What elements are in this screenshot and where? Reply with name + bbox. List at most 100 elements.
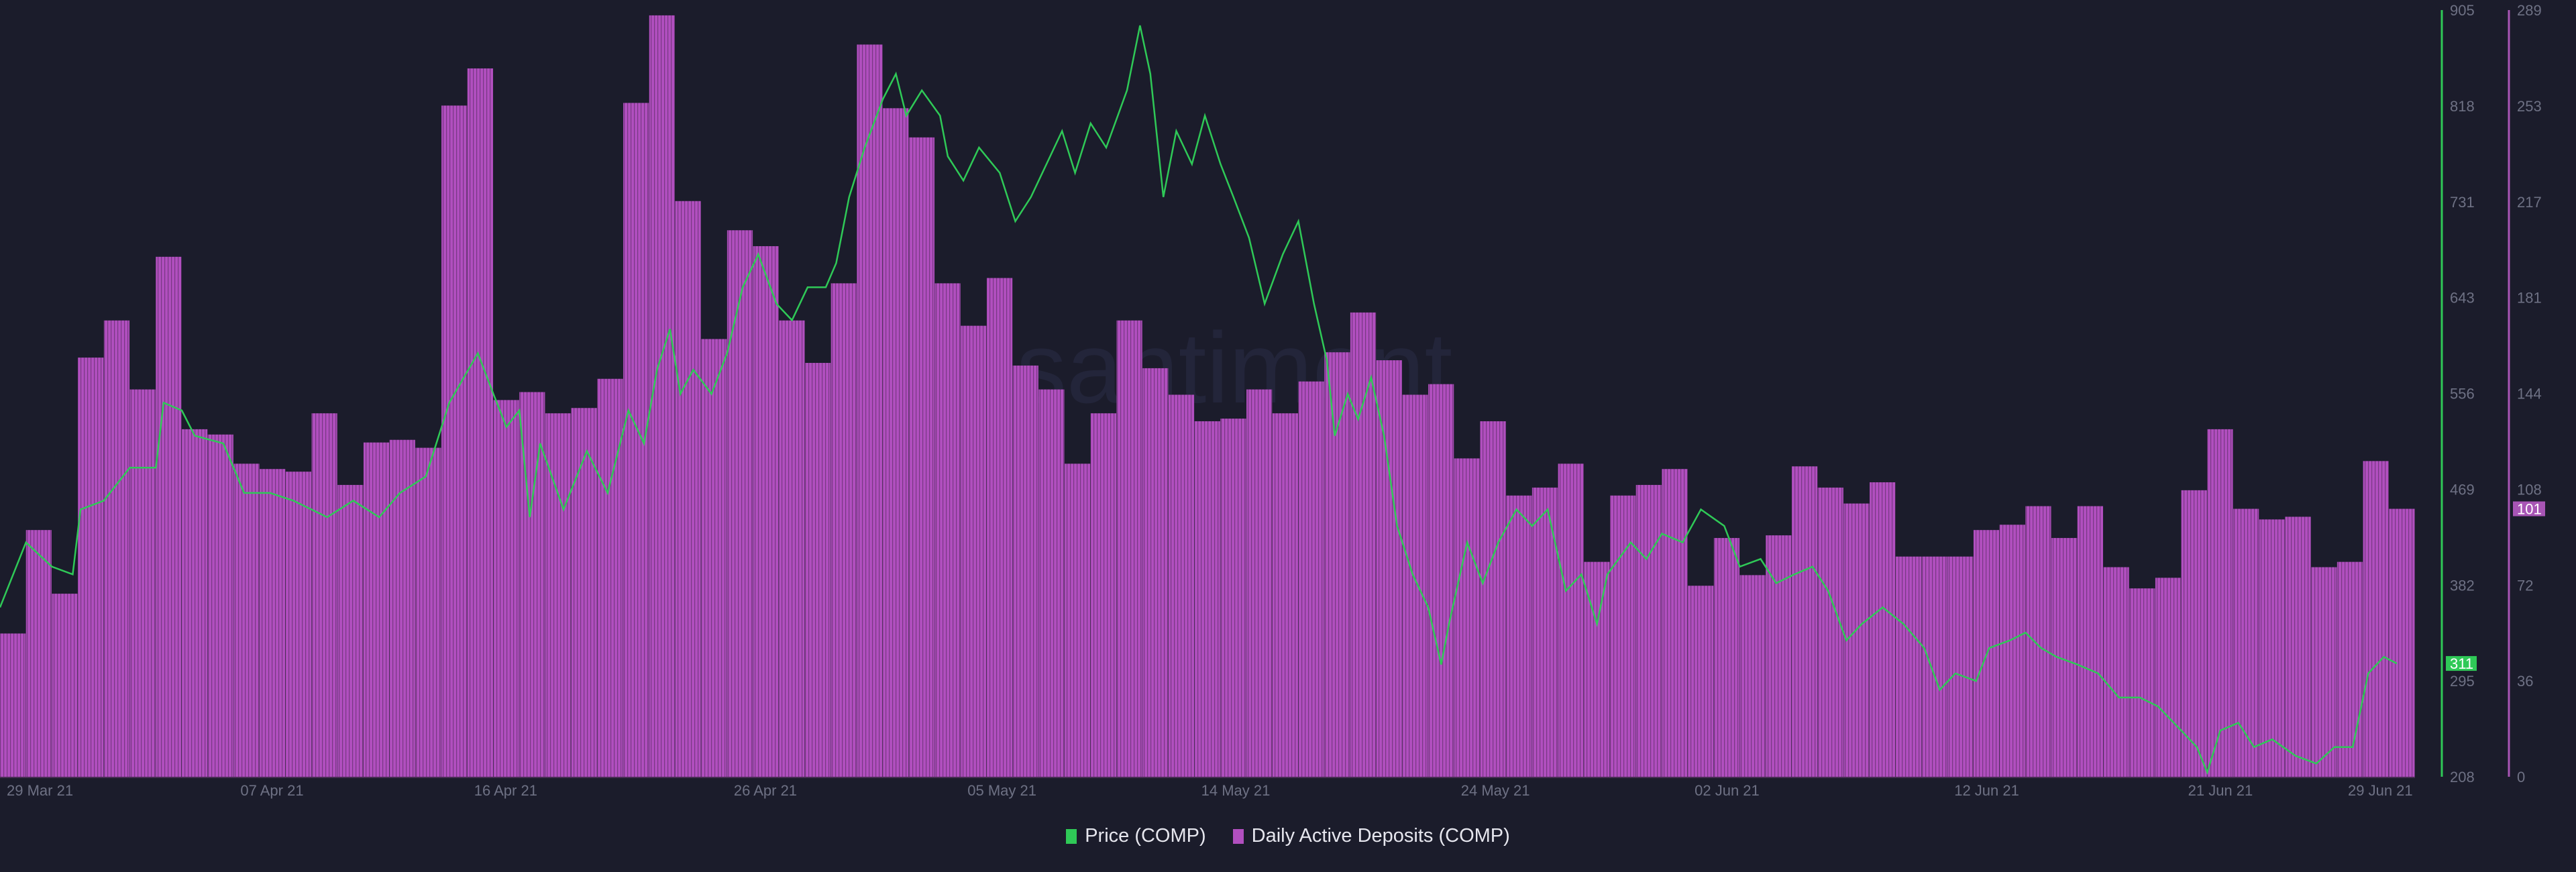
legend-swatch-price xyxy=(1066,828,1077,844)
deposits-axis-tick: 0 xyxy=(2517,769,2525,785)
deposits-axis-tick: 36 xyxy=(2517,673,2533,690)
deposit-bar xyxy=(675,201,701,777)
axes: 905 818 731 643 556 469 382 295 208 289 253 217 181 1… xyxy=(0,2,2545,799)
deposit-bar xyxy=(1168,394,1195,777)
deposit-bar xyxy=(1480,421,1506,777)
deposit-bar xyxy=(701,339,727,777)
deposit-bar xyxy=(597,378,623,777)
deposit-bars xyxy=(0,15,2415,777)
deposit-bar xyxy=(233,464,260,777)
price-line xyxy=(0,25,2398,775)
deposit-bar xyxy=(545,413,572,777)
deposit-bar xyxy=(649,15,675,777)
legend-label-deposits: Daily Active Deposits (COMP) xyxy=(1251,825,1510,847)
deposit-bar xyxy=(2155,578,2182,777)
chart: santiment 905818731643556469382295208289… xyxy=(0,2,2545,799)
legend-item-price[interactable]: Price (COMP) xyxy=(1066,825,1206,847)
deposits-current-label: 101 xyxy=(2517,501,2542,518)
deposit-bar xyxy=(1324,352,1350,777)
deposit-bar xyxy=(1194,421,1220,777)
deposit-bar xyxy=(883,108,909,777)
price-current-badge xyxy=(2446,656,2477,671)
deposit-bar xyxy=(2129,588,2155,777)
deposit-bar xyxy=(1688,586,1714,777)
legend-swatch-deposits xyxy=(1232,828,1244,844)
deposit-bar xyxy=(25,530,52,777)
deposit-bar xyxy=(156,256,182,777)
x-axis-tick: 02 Jun 21 xyxy=(1695,782,1760,799)
deposit-bar xyxy=(78,358,104,777)
deposit-bar xyxy=(1272,413,1298,777)
deposit-bar xyxy=(986,278,1013,777)
deposit-bar xyxy=(908,137,935,777)
deposit-bar xyxy=(363,442,390,777)
x-axis-tick: 21 Jun 21 xyxy=(2188,782,2253,799)
deposit-bar xyxy=(1999,525,2025,777)
deposit-bar xyxy=(2259,519,2285,777)
deposit-bar xyxy=(1506,495,1532,777)
deposit-bar xyxy=(2285,516,2311,777)
deposit-bar xyxy=(389,439,415,777)
deposit-bar xyxy=(1142,368,1169,777)
deposit-bar xyxy=(1428,384,1454,777)
deposit-bar xyxy=(2025,506,2051,777)
deposit-bar xyxy=(1610,495,1636,777)
deposit-bar xyxy=(753,246,779,777)
deposit-bar xyxy=(260,469,286,777)
deposit-bar xyxy=(1454,458,1480,777)
deposit-bar xyxy=(961,325,987,777)
deposit-bar xyxy=(2181,490,2207,777)
price-axis-tick: 382 xyxy=(2450,577,2475,594)
deposit-bar xyxy=(2311,567,2337,777)
deposits-axis-tick: 289 xyxy=(2517,2,2542,19)
price-axis-tick: 556 xyxy=(2450,386,2475,402)
x-axis-tick: 29 Mar 21 xyxy=(7,782,73,799)
x-axis-tick: 14 May 21 xyxy=(1201,782,1271,799)
deposit-bar xyxy=(857,44,883,777)
deposit-bar xyxy=(493,400,519,777)
deposit-bar xyxy=(181,429,208,777)
price-current-label: 311 xyxy=(2450,655,2473,672)
deposit-bar xyxy=(727,230,753,777)
deposit-bar xyxy=(1791,466,1818,777)
deposit-bar xyxy=(1090,413,1117,777)
deposit-bar xyxy=(830,283,857,777)
deposit-bar xyxy=(1532,487,1558,777)
deposit-bar xyxy=(1402,394,1428,777)
deposits-axis-tick: 217 xyxy=(2517,194,2542,211)
deposit-bar xyxy=(129,389,156,777)
deposit-bar xyxy=(1038,389,1065,777)
deposit-bar xyxy=(1921,556,1947,777)
deposit-bar xyxy=(1298,381,1324,777)
price-axis-tick: 469 xyxy=(2450,481,2475,498)
deposit-bar xyxy=(1350,312,1377,777)
x-axis-tick: 29 Jun 21 xyxy=(2348,782,2413,799)
deposit-bar xyxy=(1246,389,1273,777)
price-axis-tick: 643 xyxy=(2450,290,2475,307)
deposits-axis-tick: 253 xyxy=(2517,98,2542,115)
x-axis-tick: 05 May 21 xyxy=(967,782,1036,799)
price-axis-tick: 208 xyxy=(2450,769,2475,785)
x-axis-tick: 07 Apr 21 xyxy=(240,782,303,799)
deposit-bar xyxy=(0,633,26,777)
deposit-bar xyxy=(1895,556,1922,777)
deposit-bar xyxy=(1766,535,1792,777)
deposit-bar xyxy=(1817,487,1843,777)
deposits-axis-tick: 72 xyxy=(2517,577,2533,594)
deposit-bar xyxy=(571,408,597,777)
x-axis-tick: 12 Jun 21 xyxy=(1954,782,2019,799)
deposits-axis-tick: 144 xyxy=(2517,386,2542,402)
deposit-bar xyxy=(311,413,337,777)
deposit-bar xyxy=(207,434,233,777)
deposit-bar xyxy=(2233,508,2259,777)
deposit-bar xyxy=(2103,567,2129,777)
deposit-bar xyxy=(285,472,312,777)
deposit-bar xyxy=(1843,503,1870,777)
deposit-bar xyxy=(1713,538,1740,777)
deposit-bar xyxy=(337,484,364,777)
deposit-bar xyxy=(1065,464,1091,777)
deposit-bar xyxy=(2337,561,2363,777)
legend-item-deposits[interactable]: Daily Active Deposits (COMP) xyxy=(1232,825,1510,847)
deposit-bar xyxy=(1739,575,1766,777)
x-axis-tick: 24 May 21 xyxy=(1461,782,1530,799)
